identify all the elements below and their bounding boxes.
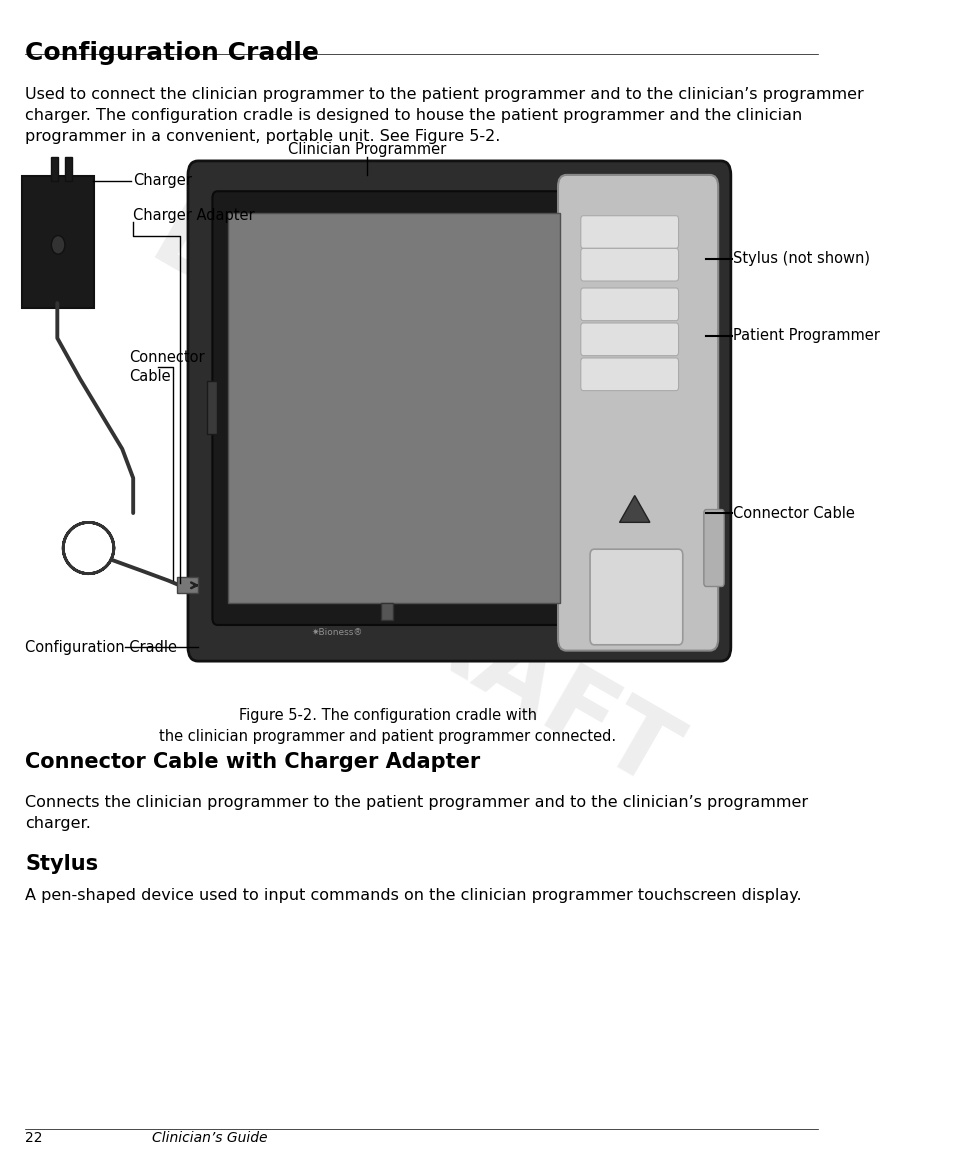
Circle shape — [52, 236, 65, 254]
FancyBboxPatch shape — [581, 248, 679, 281]
Text: Connector Cable with Charger Adapter: Connector Cable with Charger Adapter — [25, 752, 481, 772]
Text: Clinician Programmer: Clinician Programmer — [288, 142, 445, 156]
Bar — [65, 157, 73, 181]
FancyBboxPatch shape — [704, 510, 724, 586]
Text: Configuration Cradle: Configuration Cradle — [25, 640, 178, 654]
Text: Figure 5-2. The configuration cradle with
the clinician programmer and patient p: Figure 5-2. The configuration cradle wit… — [159, 708, 616, 744]
Text: 22: 22 — [25, 1131, 43, 1145]
Text: Charger Adapter: Charger Adapter — [133, 209, 254, 223]
Bar — [177, 577, 198, 593]
Text: DRAFT: DRAFT — [134, 191, 507, 462]
Text: Charger: Charger — [133, 174, 192, 188]
FancyBboxPatch shape — [581, 216, 679, 248]
Polygon shape — [619, 496, 650, 522]
FancyBboxPatch shape — [558, 175, 718, 651]
FancyBboxPatch shape — [228, 213, 560, 603]
Text: Stylus (not shown): Stylus (not shown) — [733, 252, 871, 266]
Bar — [206, 381, 218, 434]
Text: DRAFT: DRAFT — [320, 541, 692, 812]
FancyBboxPatch shape — [581, 323, 679, 356]
Text: ✷Bioness®: ✷Bioness® — [311, 627, 363, 637]
Text: Patient Programmer: Patient Programmer — [733, 329, 880, 343]
Text: Clinician’s Guide: Clinician’s Guide — [152, 1131, 267, 1145]
FancyBboxPatch shape — [212, 191, 572, 625]
Text: Configuration Cradle: Configuration Cradle — [25, 41, 319, 65]
Bar — [381, 603, 393, 620]
Text: Connector
Cable: Connector Cable — [129, 351, 204, 384]
FancyBboxPatch shape — [590, 549, 683, 645]
FancyBboxPatch shape — [581, 358, 679, 391]
Bar — [51, 157, 59, 181]
FancyBboxPatch shape — [188, 161, 731, 661]
Text: Stylus: Stylus — [25, 854, 99, 873]
FancyBboxPatch shape — [581, 288, 679, 321]
Text: Connector Cable: Connector Cable — [733, 506, 855, 520]
FancyBboxPatch shape — [22, 176, 94, 308]
Text: A pen-shaped device used to input commands on the clinician programmer touchscre: A pen-shaped device used to input comman… — [25, 888, 802, 904]
Text: Used to connect the clinician programmer to the patient programmer and to the cl: Used to connect the clinician programmer… — [25, 87, 864, 145]
Text: Connects the clinician programmer to the patient programmer and to the clinician: Connects the clinician programmer to the… — [25, 795, 808, 831]
